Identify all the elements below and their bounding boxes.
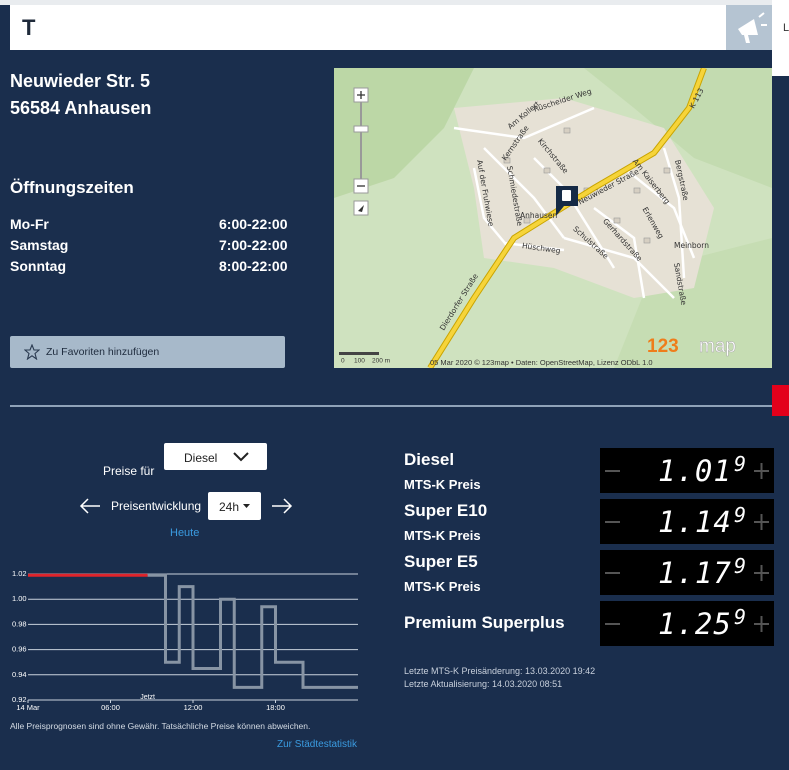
side-accent [772,385,789,416]
prev-arrow[interactable] [78,497,102,515]
city-stats-link[interactable]: Zur Städtestatistik [277,739,358,750]
favorite-button[interactable]: Zu Favoriten hinzufügen [10,336,285,368]
fuel-name: Premium Superplus [404,613,565,632]
y-tick-label: 0.96 [12,645,27,654]
price-buttons [605,514,769,530]
scale-label: 100 [354,358,365,365]
zoom-control[interactable] [353,87,369,216]
fuel-name: Super E5 [404,552,478,571]
fuel-name: Super E10 [404,501,488,520]
top-edge [0,0,772,5]
prices-for-label: Preise für [103,464,155,478]
plus-button[interactable] [754,514,769,530]
header-title: T [22,15,36,40]
fuel-sub: MTS-K Preis [404,579,481,594]
y-tick-label: 1.00 [12,594,27,603]
x-tick-label: 18:00 [266,703,285,712]
fuel-name: Diesel [404,450,455,469]
price-buttons [605,565,769,581]
y-tick-label: 0.92 [12,695,27,704]
address: Neuwieder Str. 5 [10,71,151,91]
fuel-select[interactable]: Diesel [164,443,267,470]
price-main: 1.14 [658,505,732,539]
divider [10,405,772,407]
map-logo: 123 [647,336,679,357]
x-tick-label: 06:00 [101,703,120,712]
map-label: Anhausen [520,211,558,220]
scale-label: 0 [341,358,345,365]
megaphone-icon [738,12,767,43]
hours-time: 6:00-22:00 [219,216,288,232]
last-update: Letzte Aktualisierung: 14.03.2020 08:51 [404,679,563,689]
report-button[interactable] [726,5,772,50]
last-change: Letzte MTS-K Preisänderung: 13.03.2020 1… [404,666,596,676]
y-tick-label: 0.94 [12,670,27,679]
price-sup: 9 [734,605,747,629]
side-panel: L [772,0,789,76]
map-scale: 0 100 200 m [339,352,390,365]
chevron [233,452,249,462]
today-link[interactable]: Heute [170,527,200,539]
hours-time: 8:00-22:00 [219,258,288,274]
price-buttons [605,616,769,632]
star-icon [24,344,40,360]
price-line [147,573,358,689]
plus-button[interactable] [754,565,769,581]
hours-day: Samstag [10,237,69,253]
period-select-value: 24h [219,500,240,514]
now-label: Jetzt [140,694,155,701]
map-logo: map [699,336,736,357]
y-tick-label: 1.02 [12,569,27,578]
disclaimer: Alle Preisprognosen sind ohne Gewähr. Ta… [10,721,311,731]
next-arrow[interactable] [270,497,294,515]
fuel-select-value: Diesel [184,451,218,465]
scale-label: 200 m [372,358,390,365]
price-display: 1.17 9 [600,550,774,595]
x-tick-label: 14 Mar [16,703,40,712]
price-display: 1.01 9 [600,448,774,493]
map-label: Meinborn [674,241,709,250]
hours-time: 7:00-22:00 [219,237,288,253]
hours-day: Mo-Fr [10,216,49,232]
side-label: L [783,22,789,34]
price-display: 1.14 9 [600,499,774,544]
hours-day: Sonntag [10,258,66,274]
price-main: 1.17 [658,556,732,590]
price-sup: 9 [734,452,747,476]
price-buttons [605,463,769,479]
hours-title: Öffnungszeiten [10,178,134,197]
fuel-sub: MTS-K Preis [404,477,481,492]
price-sup: 9 [734,503,747,527]
header-bar: T [10,5,726,50]
map-attribution: 05 Mar 2020 © 123map • Daten: OpenStreet… [430,358,653,367]
price-main: 1.25 [658,607,732,641]
period-select[interactable]: 24h [208,492,261,520]
trend-label: Preisentwicklung [111,499,202,513]
caret [243,504,250,508]
station-marker[interactable] [556,186,578,216]
fuel-sub: MTS-K Preis [404,528,481,543]
plus-button[interactable] [754,616,769,632]
plus-button[interactable] [754,463,769,479]
price-chart: 0.92 0.94 0.96 0.98 1.00 1.02 14 Mar 06:00 12:00… [12,569,358,712]
map[interactable]: Neuwieder Straße Dierdorfer Straße K 113… [334,68,772,368]
x-tick-label: 12:00 [184,703,203,712]
favorite-label: Zu Favoriten hinzufügen [46,346,160,358]
y-tick-label: 0.98 [12,619,27,628]
price-sup: 9 [734,554,747,578]
price-main: 1.01 [658,454,732,488]
address: 56584 Anhausen [10,98,152,118]
price-display: 1.25 9 [600,601,774,646]
